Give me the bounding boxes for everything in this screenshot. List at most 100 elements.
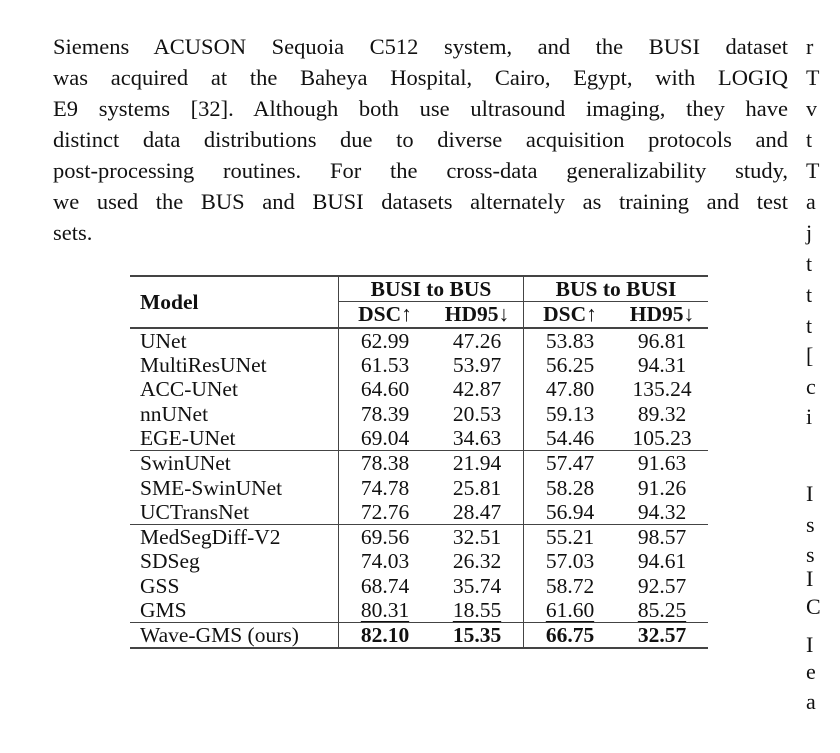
results-table: Model BUSI to BUS BUS to BUSI DSC↑ HD95↓… <box>130 275 708 649</box>
metric-value: 18.55 <box>431 598 524 623</box>
table-row: Wave-GMS (ours) 82.10 15.35 66.75 32.57 <box>130 622 708 649</box>
metric-value: 94.32 <box>616 500 708 525</box>
metric-value: 64.60 <box>338 377 431 402</box>
metric-value: 74.03 <box>338 549 431 574</box>
metric-value: 42.87 <box>431 377 524 401</box>
metric-value-text: 66.75 <box>545 623 595 648</box>
metric-value: 56.94 <box>523 499 616 525</box>
metric-value-text: 96.81 <box>637 328 687 353</box>
model-name: Wave-GMS (ours) <box>130 622 339 649</box>
metric-value: 58.72 <box>523 573 616 598</box>
cut-off-text: [ <box>806 343 814 368</box>
cut-off-text: I <box>806 481 814 506</box>
metric-value: 85.25 <box>616 598 708 623</box>
paragraph-line: distinct data distributions due to diver… <box>53 127 788 152</box>
metric-value-text: 28.47 <box>452 499 502 524</box>
metric-value-text: 98.57 <box>637 525 687 550</box>
metric-value-text: 78.39 <box>360 401 410 426</box>
metric-value-text: 54.46 <box>545 425 595 450</box>
metric-value: 61.60 <box>523 597 616 623</box>
metric-value-text: 92.57 <box>637 573 687 598</box>
metric-value-text: 72.76 <box>360 499 410 524</box>
cut-off-text: s <box>806 542 815 567</box>
cut-off-text: a <box>806 189 816 214</box>
metric-value-text: 21.94 <box>452 451 502 476</box>
table-row: EGE-UNet 69.04 34.63 54.46 105.23 <box>130 425 708 451</box>
model-name: UNet <box>140 328 187 353</box>
metric-value: 82.10 <box>338 622 431 649</box>
cut-off-text: t <box>806 127 813 152</box>
cut-off-text: t <box>806 251 813 276</box>
cut-off-text: i <box>806 404 813 429</box>
metric-value-text: 32.51 <box>452 525 502 550</box>
metric-value-text: 47.80 <box>545 377 595 402</box>
metric-value-text: 82.10 <box>360 623 410 648</box>
metric-value: 91.26 <box>616 475 708 500</box>
metric-value: 72.76 <box>338 499 431 525</box>
paragraph-line: post-processing routines. For the cross-… <box>53 158 788 183</box>
metric-value-text: 42.87 <box>452 377 502 402</box>
metric-value: 56.25 <box>523 352 616 378</box>
model-name: nnUNet <box>140 401 209 426</box>
model-header: Model <box>130 276 339 329</box>
metric-value-text: 74.78 <box>360 475 410 500</box>
metric-value-text: 32.57 <box>637 623 687 648</box>
metric-value-text: 68.74 <box>360 573 410 598</box>
metric-value-text: 56.94 <box>545 499 595 524</box>
table-row: nnUNet 78.39 20.53 59.13 89.32 <box>130 401 708 426</box>
metric-value: 96.81 <box>616 328 708 353</box>
metric-value-text: 57.03 <box>545 549 595 574</box>
table-row: GMS 80.31 18.55 61.60 85.25 <box>130 597 708 623</box>
metric-value-text: 35.74 <box>452 573 502 598</box>
metric-value: 34.63 <box>431 426 524 451</box>
model-name: MedSegDiff-V2 <box>130 523 339 550</box>
model-name: UCTransNet <box>140 499 250 524</box>
metric-header: HD95↓ <box>444 302 510 327</box>
table-row: SDSeg 74.03 26.32 57.03 94.61 <box>130 549 708 574</box>
model-name: GMS <box>140 598 187 622</box>
paragraph-line: was acquired at the Baheya Hospital, Cai… <box>53 65 788 90</box>
metric-value: 32.51 <box>431 523 524 550</box>
metric-value-text: 64.60 <box>360 377 410 402</box>
cut-off-text: T <box>806 65 820 90</box>
metric-value-text: 89.32 <box>637 401 687 426</box>
table-row: SwinUNet 78.38 21.94 57.47 91.63 <box>130 450 708 476</box>
metric-value-text: 26.32 <box>452 549 502 574</box>
metric-value-text: 69.56 <box>360 525 410 550</box>
metric-value: 78.38 <box>338 450 431 476</box>
metric-value: 53.97 <box>431 353 524 377</box>
cut-off-text: a <box>806 689 816 714</box>
metric-value-text: 61.53 <box>360 353 410 378</box>
metric-value-text: 57.47 <box>545 451 595 476</box>
metric-value: 98.57 <box>616 523 708 550</box>
metric-value-text: 105.23 <box>632 425 692 450</box>
metric-value-text: 55.21 <box>545 525 595 550</box>
table-row: SME-SwinUNet 74.78 25.81 58.28 91.26 <box>130 475 708 500</box>
metric-value: 59.13 <box>523 401 616 426</box>
model-name: SME-SwinUNet <box>140 475 283 500</box>
metric-value-text: 53.83 <box>545 328 595 353</box>
metric-value: 57.03 <box>523 549 616 574</box>
cut-off-text: I <box>806 632 814 657</box>
table-row: ACC-UNet 64.60 42.87 47.80 135.24 <box>130 377 708 402</box>
metric-header: HD95↓ <box>629 302 695 327</box>
body-paragraph: Siemens ACUSON Sequoia C512 system, and … <box>53 31 788 248</box>
table-row: MultiResUNet 61.53 53.97 56.25 94.31 <box>130 352 708 378</box>
cut-off-text: e <box>806 659 816 684</box>
metric-value: 57.47 <box>523 450 616 476</box>
metric-value: 135.24 <box>616 377 708 401</box>
table-row: MedSegDiff-V2 69.56 32.51 55.21 98.57 <box>130 523 708 550</box>
metric-value: 66.75 <box>523 622 616 649</box>
metric-value-text: 91.26 <box>637 475 687 500</box>
metric-value-text: 69.04 <box>360 425 410 450</box>
metric-value-text: 15.35 <box>452 623 502 648</box>
metric-value: 78.39 <box>338 401 431 426</box>
metric-value: 61.53 <box>338 352 431 378</box>
metric-value-text: 91.63 <box>637 451 687 476</box>
metric-value-text: 59.13 <box>545 401 595 426</box>
metric-header: DSC↑ <box>338 301 431 328</box>
metric-value-text: 18.55 <box>452 598 502 622</box>
metric-value: 53.83 <box>523 327 616 353</box>
cut-off-text: s <box>806 512 815 537</box>
metric-value-text: 58.28 <box>545 475 595 500</box>
